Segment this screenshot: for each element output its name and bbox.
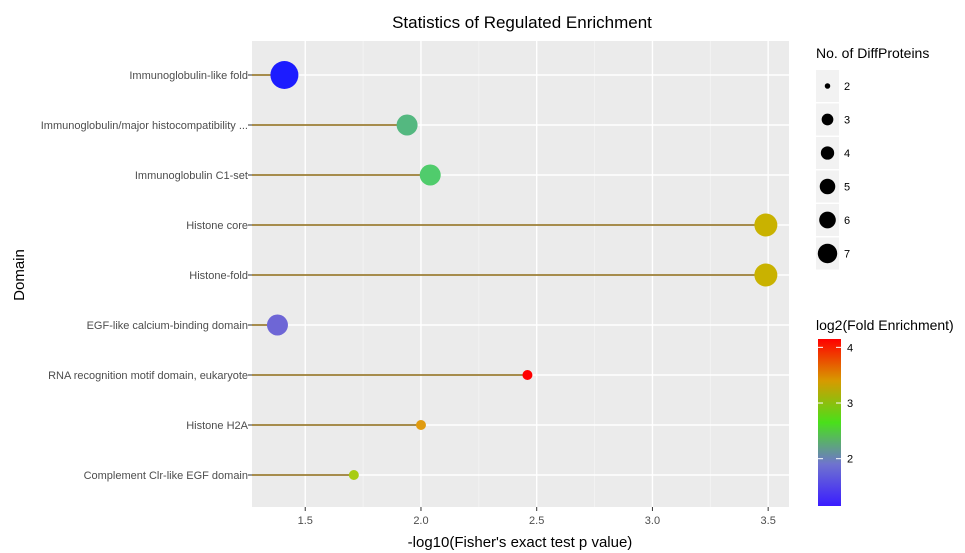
size-legend-label: 3: [844, 115, 850, 127]
y-tick-label: Immunoglobulin C1-set: [135, 170, 248, 182]
size-legend-label: 7: [844, 249, 850, 261]
data-point: [415, 420, 426, 430]
y-axis-title: Domain: [11, 249, 28, 301]
y-tick-label: EGF-like calcium-binding domain: [87, 320, 248, 332]
x-tick-labels: 1.5 2.0 2.5 3.0 3.5: [298, 515, 776, 527]
x-tick-label: 2.0: [413, 515, 428, 527]
y-tick-label: Histone core: [186, 220, 248, 232]
y-tick-labels: Immunoglobulin-like fold Immunoglobulin/m…: [41, 70, 249, 482]
color-bar: [818, 339, 841, 506]
y-tick-label: Histone-fold: [189, 270, 248, 282]
y-tick-label: RNA recognition motif domain, eukaryote: [48, 370, 248, 382]
size-legend: 2 3 4 5 6 7: [816, 70, 850, 270]
color-legend-label: 3: [847, 398, 853, 410]
size-legend-label: 2: [844, 81, 850, 93]
x-tick-label: 3.5: [761, 515, 776, 527]
size-legend-dot: [820, 146, 835, 160]
data-point: [754, 213, 778, 237]
x-tick-label: 3.0: [645, 515, 660, 527]
data-point: [266, 314, 288, 336]
x-axis-title: -log10(Fisher's exact test p value): [408, 534, 633, 551]
data-point: [419, 164, 441, 186]
x-tick-label: 1.5: [298, 515, 313, 527]
color-legend-title: log2(Fold Enrichment): [816, 317, 954, 333]
size-legend-dot: [821, 113, 834, 126]
color-legend-label: 4: [847, 342, 853, 354]
chart-title: Statistics of Regulated Enrichment: [392, 13, 652, 32]
size-legend-label: 4: [844, 148, 850, 160]
size-legend-dot: [819, 178, 836, 195]
y-tick-label: Immunoglobulin-like fold: [129, 70, 248, 82]
size-legend-dot: [819, 211, 836, 229]
data-point: [348, 470, 359, 480]
size-legend-label: 6: [844, 215, 850, 227]
data-point: [396, 114, 418, 136]
data-points: [266, 61, 778, 480]
size-legend-label: 5: [844, 182, 850, 194]
y-tick-label: Complement Clr-like EGF domain: [84, 470, 248, 482]
data-point: [522, 370, 533, 380]
data-point: [270, 61, 299, 89]
color-legend-label: 2: [847, 454, 853, 466]
color-legend-ticks: 4 3 2: [818, 342, 853, 466]
data-point: [754, 263, 778, 287]
size-legend-dot: [824, 83, 831, 89]
y-tick-label: Immunoglobulin/major histocompatibility …: [41, 120, 248, 132]
plot-panel: [252, 41, 789, 507]
size-legend-title: No. of DiffProteins: [816, 45, 929, 61]
y-tick-label: Histone H2A: [186, 420, 248, 432]
x-tick-label: 2.5: [529, 515, 544, 527]
size-legend-dot: [817, 243, 838, 264]
